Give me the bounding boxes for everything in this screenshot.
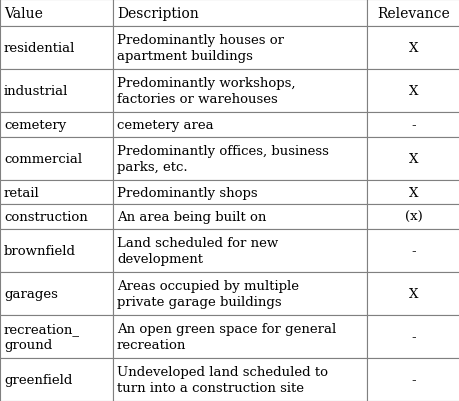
Bar bbox=[0, 358, 113, 401]
Bar bbox=[113, 0, 366, 27]
Text: X: X bbox=[408, 85, 417, 98]
Text: industrial: industrial bbox=[4, 85, 68, 98]
Text: -: - bbox=[410, 373, 415, 386]
Text: Land scheduled for new
development: Land scheduled for new development bbox=[117, 236, 278, 265]
Bar bbox=[0, 138, 113, 180]
Text: An area being built on: An area being built on bbox=[117, 211, 266, 224]
Bar bbox=[0, 0, 113, 27]
Text: Predominantly houses or
apartment buildings: Predominantly houses or apartment buildi… bbox=[117, 34, 283, 63]
Text: Undeveloped land scheduled to
turn into a construction site: Undeveloped land scheduled to turn into … bbox=[117, 365, 327, 394]
Bar bbox=[0, 27, 113, 70]
Text: (x): (x) bbox=[404, 211, 421, 224]
Bar bbox=[113, 358, 366, 401]
Text: -: - bbox=[410, 244, 415, 257]
Text: X: X bbox=[408, 152, 417, 166]
Text: An open green space for general
recreation: An open green space for general recreati… bbox=[117, 322, 336, 351]
Bar bbox=[366, 138, 459, 180]
Bar bbox=[366, 205, 459, 229]
Text: -: - bbox=[410, 119, 415, 132]
Text: cemetery: cemetery bbox=[4, 119, 66, 132]
Bar bbox=[113, 113, 366, 138]
Bar bbox=[113, 229, 366, 272]
Bar bbox=[366, 229, 459, 272]
Text: Description: Description bbox=[117, 7, 198, 20]
Text: recreation_
ground: recreation_ ground bbox=[4, 322, 80, 351]
Bar bbox=[366, 113, 459, 138]
Bar bbox=[0, 180, 113, 205]
Bar bbox=[0, 315, 113, 358]
Bar bbox=[0, 205, 113, 229]
Bar bbox=[113, 272, 366, 315]
Bar bbox=[366, 0, 459, 27]
Text: garages: garages bbox=[4, 287, 58, 300]
Text: residential: residential bbox=[4, 42, 75, 55]
Bar bbox=[366, 315, 459, 358]
Bar bbox=[0, 70, 113, 113]
Text: commercial: commercial bbox=[4, 152, 82, 166]
Text: Value: Value bbox=[4, 7, 43, 20]
Text: Predominantly offices, business
parks, etc.: Predominantly offices, business parks, e… bbox=[117, 145, 328, 174]
Text: Areas occupied by multiple
private garage buildings: Areas occupied by multiple private garag… bbox=[117, 279, 298, 308]
Bar bbox=[0, 113, 113, 138]
Bar bbox=[366, 180, 459, 205]
Bar bbox=[366, 358, 459, 401]
Text: Predominantly shops: Predominantly shops bbox=[117, 186, 257, 199]
Text: -: - bbox=[410, 330, 415, 343]
Bar bbox=[0, 229, 113, 272]
Bar bbox=[0, 272, 113, 315]
Bar bbox=[366, 27, 459, 70]
Bar bbox=[113, 70, 366, 113]
Text: X: X bbox=[408, 287, 417, 300]
Bar bbox=[113, 27, 366, 70]
Text: X: X bbox=[408, 42, 417, 55]
Bar bbox=[113, 138, 366, 180]
Text: Predominantly workshops,
factories or warehouses: Predominantly workshops, factories or wa… bbox=[117, 77, 295, 106]
Bar bbox=[366, 272, 459, 315]
Text: brownfield: brownfield bbox=[4, 244, 76, 257]
Text: cemetery area: cemetery area bbox=[117, 119, 213, 132]
Bar bbox=[113, 180, 366, 205]
Text: X: X bbox=[408, 186, 417, 199]
Text: greenfield: greenfield bbox=[4, 373, 72, 386]
Text: construction: construction bbox=[4, 211, 88, 224]
Text: Relevance: Relevance bbox=[376, 7, 449, 20]
Text: retail: retail bbox=[4, 186, 39, 199]
Bar bbox=[366, 70, 459, 113]
Bar bbox=[113, 205, 366, 229]
Bar bbox=[113, 315, 366, 358]
